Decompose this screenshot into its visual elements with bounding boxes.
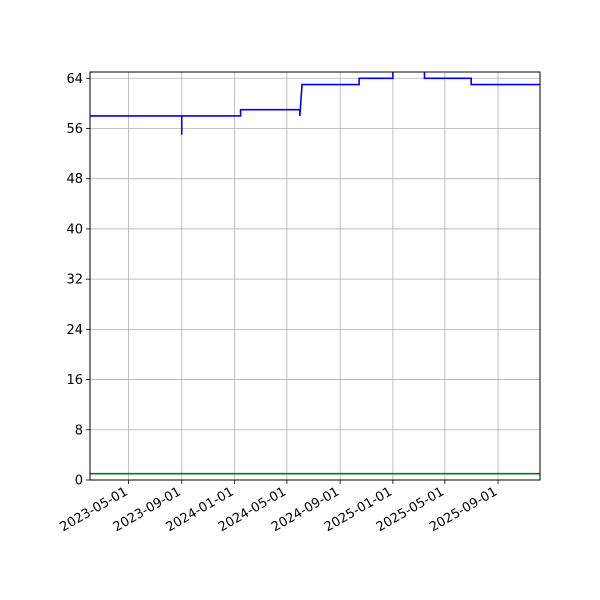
y-tick-label: 24 — [66, 323, 83, 338]
series-line — [90, 72, 540, 135]
y-tick-label: 56 — [66, 122, 83, 137]
y-tick-label: 16 — [66, 373, 83, 388]
y-axis: 0 8 16 24 32 40 48 56 64 — [66, 72, 90, 489]
y-tick-label: 64 — [66, 72, 83, 87]
series-layer — [90, 72, 540, 475]
plot-background — [90, 72, 540, 480]
plot-frame — [89, 71, 541, 481]
y-tick-label: 32 — [66, 273, 83, 288]
y-tick-label: 0 — [75, 474, 83, 489]
x-axis: 2023-05-012023-09-012024-01-012024-05-01… — [58, 480, 500, 535]
y-tick-label: 48 — [66, 172, 83, 187]
y-tick-label: 40 — [66, 222, 83, 237]
grid — [90, 72, 540, 481]
y-tick-label: 8 — [75, 423, 83, 438]
